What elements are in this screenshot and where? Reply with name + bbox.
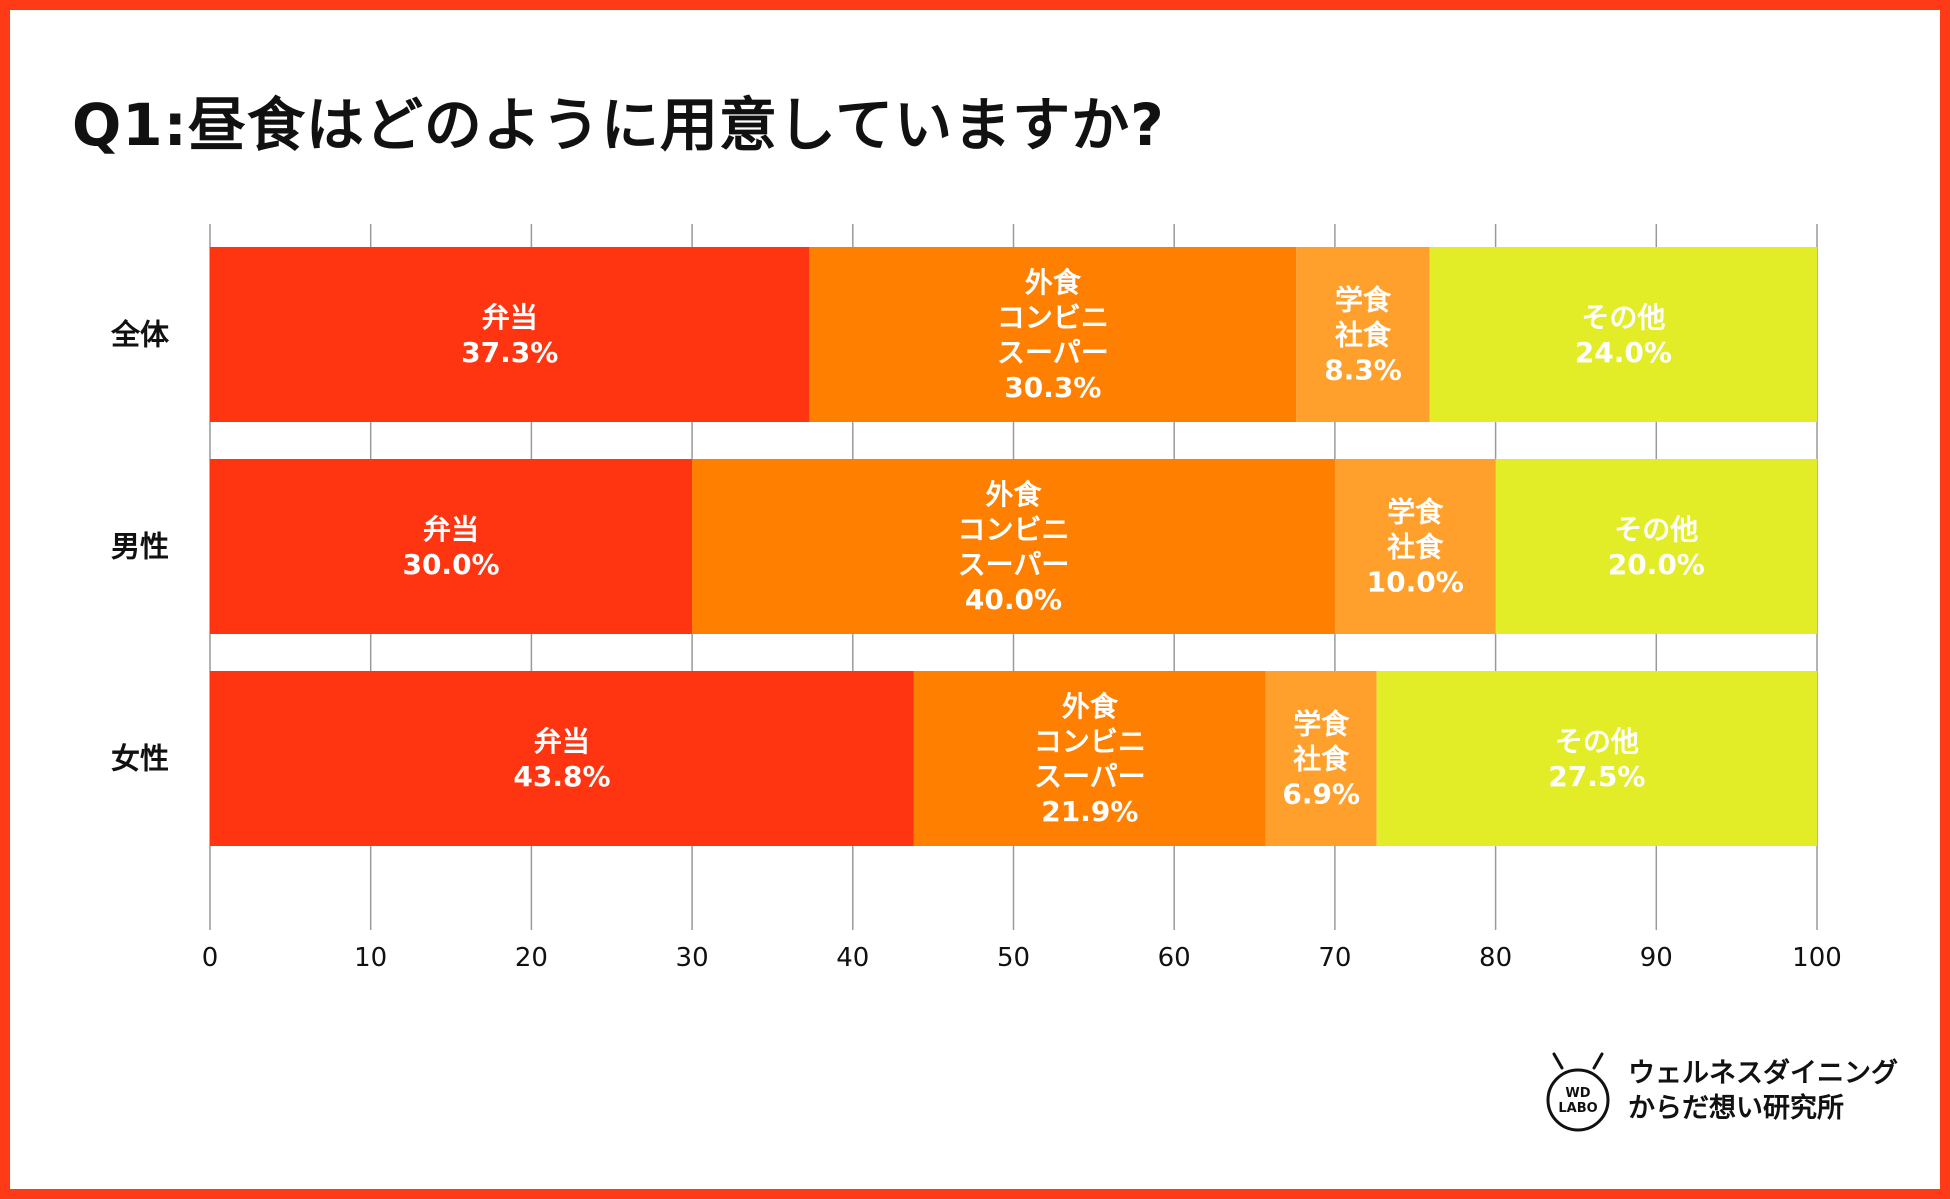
bar-segment bbox=[1429, 247, 1817, 422]
data-label: 外食コンビニスーパー 21.9% bbox=[1034, 690, 1146, 828]
chart-title: Q1:昼食はどのように用意していますか? bbox=[72, 91, 1165, 159]
x-tick-label: 60 bbox=[1158, 943, 1191, 973]
bar-segment bbox=[1334, 459, 1496, 634]
data-label: 学食社食 6.9% bbox=[1282, 708, 1360, 811]
bar-segment bbox=[692, 459, 1335, 634]
data-label: その他 24.0% bbox=[1575, 301, 1672, 369]
data-label: その他 20.0% bbox=[1608, 513, 1705, 581]
flask-logo-icon: WD LABO bbox=[1546, 1052, 1610, 1132]
logo-text-line1: ウェルネスダイニング bbox=[1628, 1058, 1898, 1089]
bar-segment bbox=[1296, 247, 1430, 422]
x-tick-label: 50 bbox=[997, 943, 1030, 973]
data-label: 弁当 37.3% bbox=[461, 301, 558, 369]
category-label: 女性 bbox=[111, 742, 169, 776]
data-label: その他 27.5% bbox=[1548, 725, 1645, 793]
bar-segment bbox=[210, 247, 810, 422]
category-label: 男性 bbox=[111, 530, 169, 564]
logo-mark-line1: WD bbox=[1565, 1086, 1590, 1101]
bar-segment bbox=[210, 459, 693, 634]
bar-segment bbox=[1265, 671, 1377, 846]
bar-segment bbox=[1376, 671, 1817, 846]
bar-segment bbox=[210, 671, 914, 846]
logo-text-line2: からだ想い研究所 bbox=[1628, 1093, 1844, 1124]
data-label: 学食社食 10.0% bbox=[1367, 496, 1464, 599]
data-label: 弁当 30.0% bbox=[402, 513, 499, 581]
x-tick-label: 20 bbox=[515, 943, 548, 973]
x-tick-label: 30 bbox=[676, 943, 709, 973]
bar-segment bbox=[809, 247, 1297, 422]
data-label: 外食コンビニスーパー 40.0% bbox=[957, 478, 1069, 616]
bar-segment bbox=[913, 671, 1266, 846]
x-tick-label: 80 bbox=[1479, 943, 1512, 973]
wd-labo-logo: WD LABO ウェルネスダイニング からだ想い研究所 bbox=[1540, 1048, 1898, 1134]
category-label: 全体 bbox=[110, 318, 170, 352]
x-tick-label: 10 bbox=[354, 943, 387, 973]
x-tick-label: 100 bbox=[1792, 943, 1842, 973]
data-label: 弁当 43.8% bbox=[513, 725, 610, 793]
x-tick-label: 70 bbox=[1318, 943, 1351, 973]
data-label: 外食コンビニスーパー 30.3% bbox=[997, 266, 1109, 404]
logo-mark-line2: LABO bbox=[1558, 1101, 1597, 1116]
x-tick-label: 40 bbox=[836, 943, 869, 973]
data-label: 学食社食 8.3% bbox=[1324, 284, 1402, 387]
bar-segment bbox=[1495, 459, 1817, 634]
x-tick-label: 90 bbox=[1640, 943, 1673, 973]
x-tick-label: 0 bbox=[202, 943, 219, 973]
